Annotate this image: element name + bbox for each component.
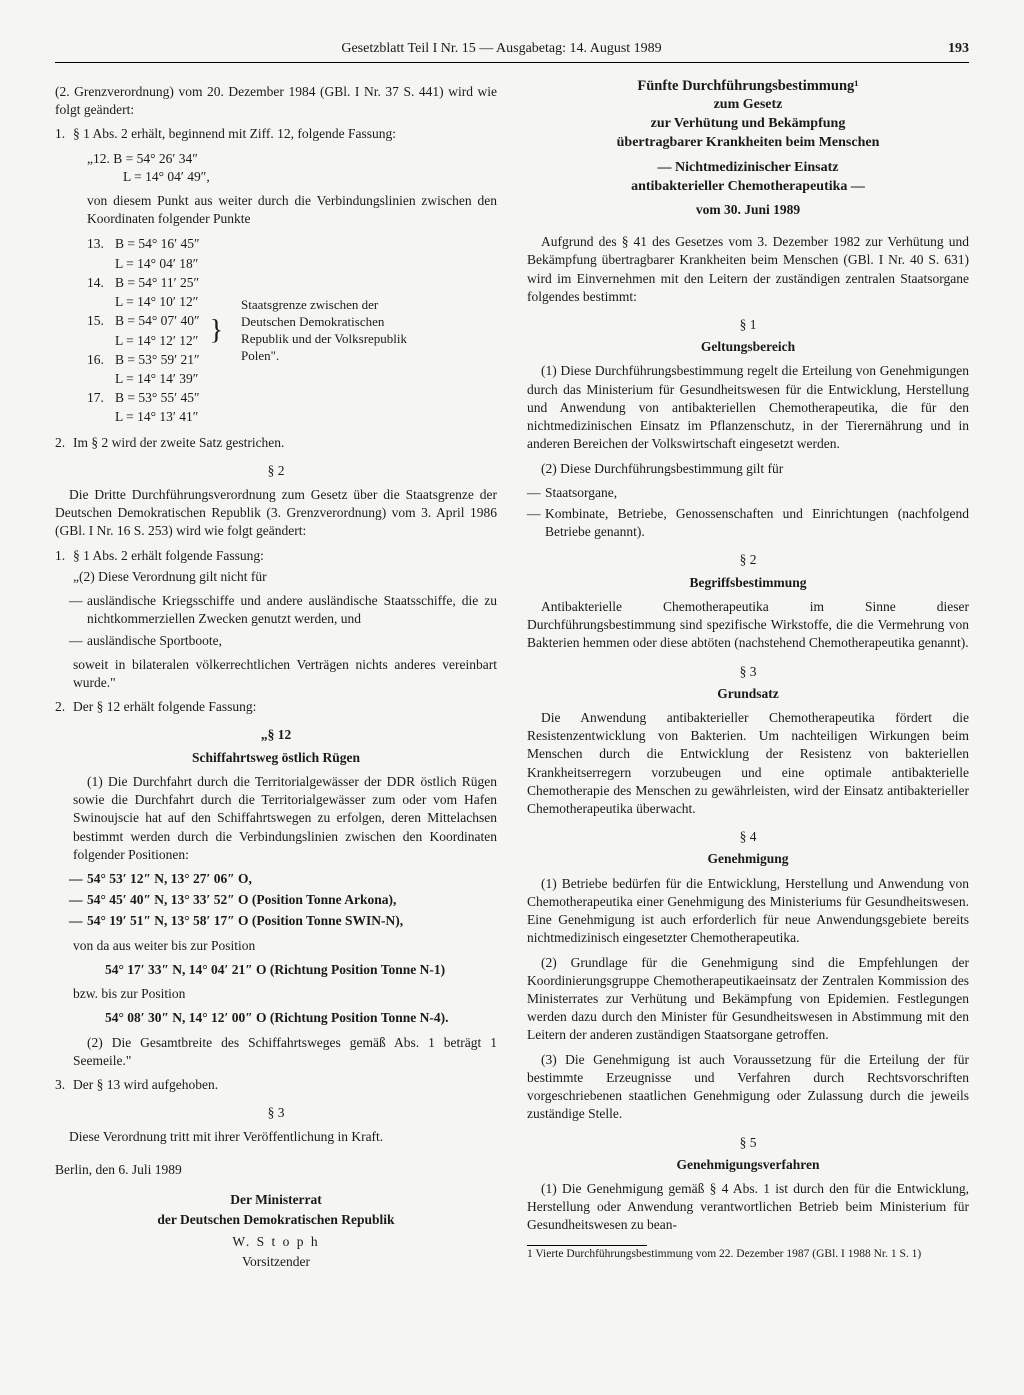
num: 2.	[55, 698, 73, 716]
num: 1.	[55, 125, 73, 143]
s12-title: Schiffahrtsweg östlich Rügen	[55, 749, 497, 767]
coord-line: „12. B = 54° 26′ 34″	[87, 150, 497, 168]
preamble: Aufgrund des § 41 des Gesetzes vom 3. De…	[527, 233, 969, 306]
bracket-annotation: Staatsgrenze zwischen der Deutschen Demo…	[233, 297, 421, 365]
num: 3.	[55, 1076, 73, 1094]
s2-item-3: 3. Der § 13 wird aufgehoben.	[55, 1076, 497, 1094]
text: § 1 Abs. 2 erhält, beginnend mit Ziff. 1…	[73, 125, 497, 143]
r-s2-title: Begriffsbestimmung	[527, 574, 969, 592]
coord-left: 13.B = 54° 16′ 45″ L = 14° 04′ 18″ 14.B …	[87, 234, 200, 427]
footnote-rule	[527, 1245, 647, 1246]
s12-c4: 54° 17′ 33″ N, 14° 04′ 21″ O (Richtung P…	[55, 961, 497, 979]
right-title: Fünfte Durchführungsbestimmung¹ zum Gese…	[527, 77, 969, 219]
s12-p1: (1) Die Durchfahrt durch die Territorial…	[55, 773, 497, 864]
footnote: 1 Vierte Durchführungsbestimmung vom 22.…	[527, 1248, 969, 1262]
page: Gesetzblatt Teil I Nr. 15 — Ausgabetag: …	[0, 0, 1024, 1395]
title-line: antibakterieller Chemotherapeutika —	[527, 178, 969, 197]
r-s4-p2: (2) Grundlage für die Genehmigung sind d…	[527, 954, 969, 1045]
r-s5-p1: (1) Die Genehmigung gemäß § 4 Abs. 1 ist…	[527, 1180, 969, 1235]
dash-item: —ausländische Sportboote,	[55, 632, 497, 650]
r-s2-marker: § 2	[527, 551, 969, 569]
bracket-icon: }	[210, 286, 223, 376]
r-s1-title: Geltungsbereich	[527, 338, 969, 356]
dash-item: —Staatsorgane,	[527, 484, 969, 502]
r-s1-marker: § 1	[527, 316, 969, 334]
dash-item: —ausländische Kriegsschiffe und andere a…	[55, 592, 497, 628]
page-number: 193	[948, 40, 969, 59]
lead: § 1 Abs. 2 erhält folgende Fassung:	[73, 547, 497, 565]
left-item-1: 1. § 1 Abs. 2 erhält, beginnend mit Ziff…	[55, 125, 497, 143]
s2-item-2: 2. Der § 12 erhält folgende Fassung:	[55, 698, 497, 716]
title-line: — Nichtmedizinischer Einsatz	[527, 159, 969, 178]
title-line: zum Gesetz	[527, 96, 969, 115]
s12-p2: (2) Die Gesamtbreite des Schiffahrtswege…	[55, 1034, 497, 1070]
r-s2-p: Antibakterielle Chemotherapeutika im Sin…	[527, 598, 969, 653]
sig-line: Der Ministerrat	[55, 1191, 497, 1209]
title-line: zur Verhütung und Bekämpfung	[527, 115, 969, 134]
num: 1.	[55, 547, 73, 586]
r-s4-title: Genehmigung	[527, 850, 969, 868]
s12-coord: —54° 53′ 12″ N, 13° 27′ 06″ O,	[55, 870, 497, 888]
s12-mid1: von da aus weiter bis zur Position	[55, 937, 497, 955]
title-line: übertragbarer Krankheiten beim Menschen	[527, 134, 969, 153]
page-header: Gesetzblatt Teil I Nr. 15 — Ausgabetag: …	[55, 40, 969, 63]
place-date: Berlin, den 6. Juli 1989	[55, 1161, 497, 1179]
r-s4-p1: (1) Betriebe bedürfen für die Entwicklun…	[527, 875, 969, 948]
text: Der § 12 erhält folgende Fassung:	[73, 698, 497, 716]
sig-line: der Deutschen Demokratischen Republik	[55, 1211, 497, 1229]
s3-para: Diese Verordnung tritt mit ihrer Veröffe…	[55, 1128, 497, 1146]
coord-tail: von diesem Punkt aus weiter durch die Ve…	[55, 192, 497, 228]
section-3-marker: § 3	[55, 1104, 497, 1122]
right-column: Fünfte Durchführungsbestimmung¹ zum Gese…	[527, 77, 969, 1274]
intro-para: (2. Grenzverordnung) vom 20. Dezember 19…	[55, 83, 497, 119]
coord-12: „12. B = 54° 26′ 34″ L = 14° 04′ 49″,	[55, 150, 497, 186]
quote: „(2) Diese Verordnung gilt nicht für	[73, 568, 497, 586]
left-column: (2. Grenzverordnung) vom 20. Dezember 19…	[55, 77, 497, 1274]
r-s3-p: Die Anwendung antibakterieller Chemother…	[527, 709, 969, 818]
r-s5-title: Genehmigungsverfahren	[527, 1156, 969, 1174]
coord-line: L = 14° 04′ 49″,	[87, 168, 497, 186]
s2-item-1: 1. § 1 Abs. 2 erhält folgende Fassung: „…	[55, 547, 497, 586]
r-s3-marker: § 3	[527, 663, 969, 681]
r-s3-title: Grundsatz	[527, 685, 969, 703]
dash-item: —Kombinate, Betriebe, Genossenschaften u…	[527, 505, 969, 541]
num: 2.	[55, 434, 73, 452]
text: Im § 2 wird der zweite Satz gestrichen.	[73, 434, 497, 452]
s2-i1-tail: soweit in bilateralen völkerrechtlichen …	[55, 656, 497, 692]
coord-block: 13.B = 54° 16′ 45″ L = 14° 04′ 18″ 14.B …	[87, 234, 497, 427]
columns: (2. Grenzverordnung) vom 20. Dezember 19…	[55, 77, 969, 1274]
r-s5-marker: § 5	[527, 1134, 969, 1152]
section-2-marker: § 2	[55, 462, 497, 480]
s12-coord: —54° 19′ 51″ N, 13° 58′ 17″ O (Position …	[55, 912, 497, 930]
left-item-2: 2. Im § 2 wird der zweite Satz gestriche…	[55, 434, 497, 452]
s12-coord: —54° 45′ 40″ N, 13° 33′ 52″ O (Position …	[55, 891, 497, 909]
title-date: vom 30. Juni 1989	[527, 201, 969, 219]
r-s4-p3: (3) Die Genehmigung ist auch Voraussetzu…	[527, 1051, 969, 1124]
text: Der § 13 wird aufgehoben.	[73, 1076, 497, 1094]
r-s1-p2: (2) Diese Durchführungsbestimmung gilt f…	[527, 460, 969, 478]
title-line: Fünfte Durchführungsbestimmung¹	[527, 77, 969, 97]
s12-mid2: bzw. bis zur Position	[55, 985, 497, 1003]
r-s4-marker: § 4	[527, 828, 969, 846]
r-s1-p1: (1) Diese Durchführungsbestimmung regelt…	[527, 362, 969, 453]
sig-name: W. S t o p h	[55, 1233, 497, 1251]
s12-c5: 54° 08′ 30″ N, 14° 12′ 00″ O (Richtung P…	[55, 1009, 497, 1027]
s2-para: Die Dritte Durchführungsverordnung zum G…	[55, 486, 497, 541]
signature-block: Der Ministerrat der Deutschen Demokratis…	[55, 1191, 497, 1272]
sig-role: Vorsitzender	[55, 1253, 497, 1271]
s12-marker: „§ 12	[55, 726, 497, 744]
header-title: Gesetzblatt Teil I Nr. 15 — Ausgabetag: …	[55, 40, 948, 59]
